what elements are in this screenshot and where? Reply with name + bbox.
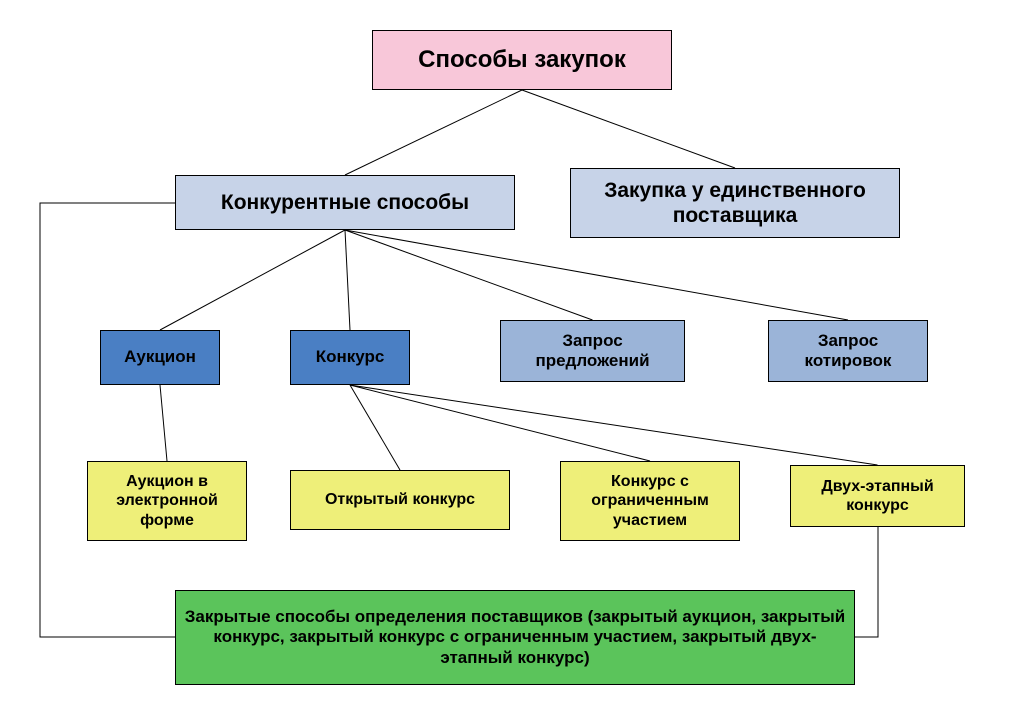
node-zapros_predl: Запрос предложений [500,320,685,382]
node-label: Аукцион [124,347,196,367]
node-zapros_kot: Запрос котировок [768,320,928,382]
edge [350,385,650,461]
node-competitive: Конкурентные способы [175,175,515,230]
node-label: Аукцион в электронной форме [94,472,240,530]
edge [350,385,878,465]
edge [160,385,167,461]
edge [522,90,735,168]
node-label: Двух-этапный конкурс [797,477,958,515]
node-closed: Закрытые способы определения поставщиков… [175,590,855,685]
node-open_konkurs: Открытый конкурс [290,470,510,530]
node-label: Запрос котировок [775,331,921,372]
edge [350,385,400,470]
node-label: Конкурентные способы [221,190,469,215]
node-label: Способы закупок [418,46,626,75]
node-auction: Аукцион [100,330,220,385]
edge-elbow [855,527,878,637]
node-label: Закупка у единственного поставщика [577,178,893,228]
node-konkurs: Конкурс [290,330,410,385]
edge-elbow [40,203,175,637]
edge [345,230,350,330]
node-root: Способы закупок [372,30,672,90]
node-two_stage: Двух-этапный конкурс [790,465,965,527]
node-label: Закрытые способы определения поставщиков… [182,607,848,668]
node-label: Запрос предложений [507,331,678,372]
node-label: Конкурс [316,347,385,367]
node-e_auction: Аукцион в электронной форме [87,461,247,541]
node-label: Открытый конкурс [325,490,475,509]
edge [345,230,848,320]
node-label: Конкурс с ограниченным участием [567,472,733,530]
edge [345,90,522,175]
edge [160,230,345,330]
node-single_supplier: Закупка у единственного поставщика [570,168,900,238]
node-limited_konkurs: Конкурс с ограниченным участием [560,461,740,541]
edge [345,230,593,320]
